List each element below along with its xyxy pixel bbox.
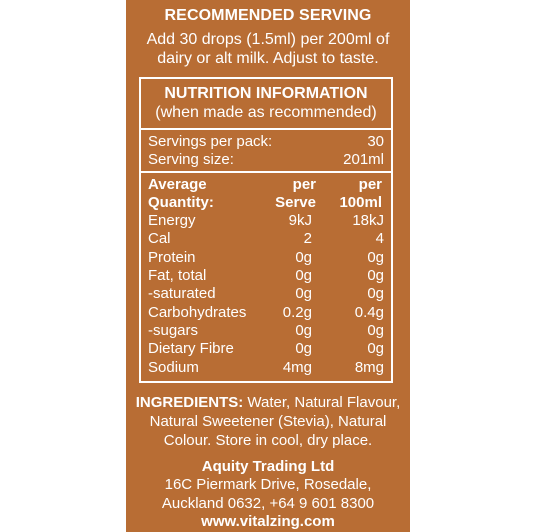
company-address: 16C Piermark Drive, Rosedale, Auckland 0… <box>126 475 410 513</box>
ingredients-text: INGREDIENTS: Water, Natural Flavour, Nat… <box>126 393 410 450</box>
nutrient-name: -sugars <box>148 322 199 339</box>
nutrient-per-100ml: 0g <box>367 340 384 357</box>
nutrient-row: Dietary Fibre 0g 0g <box>148 339 384 358</box>
recommended-serving-text: Add 30 drops (1.5ml) per 200ml of dairy … <box>126 30 410 68</box>
nutrient-row: Energy 9kJ 18kJ <box>148 211 384 230</box>
nutrient-per-100ml: 0g <box>367 322 384 339</box>
nutrition-subtitle: (when made as recommended) <box>155 104 377 121</box>
serving-size-label: Serving size: <box>148 151 234 168</box>
nutrient-row: -saturated 0g 0g <box>148 284 384 303</box>
product-label-panel: RECOMMENDED SERVING Add 30 drops (1.5ml)… <box>126 0 410 532</box>
nutrient-per-100ml: 0g <box>367 285 384 302</box>
header-per-100ml-2: 100ml <box>339 194 382 211</box>
ingredients-line-1-rest: Water, Natural Flavour, <box>243 394 401 411</box>
nutrient-per-100ml: 4 <box>375 230 384 247</box>
nutrient-per-serve: 2 <box>303 230 312 247</box>
serving-size-row: Serving size: 201ml <box>148 150 384 169</box>
table-header-row-2: Quantity: Serve 100ml <box>148 193 384 212</box>
nutrient-row: Fat, total 0g 0g <box>148 266 384 285</box>
serving-line-1: Add 30 drops (1.5ml) per 200ml of <box>146 31 390 48</box>
serving-line-2: dairy or alt milk. Adjust to taste. <box>157 50 379 67</box>
nutrient-row: Protein 0g 0g <box>148 248 384 267</box>
divider-thick <box>141 128 391 130</box>
nutrient-per-serve: 0.2g <box>282 304 312 321</box>
header-per-serve-1: per <box>292 176 316 193</box>
recommended-serving-title: RECOMMENDED SERVING <box>164 7 372 24</box>
nutrition-information-panel: NUTRITION INFORMATION (when made as reco… <box>139 77 393 383</box>
nutrient-name: Fat, total <box>148 267 207 284</box>
nutrient-per-serve: 0g <box>295 322 312 339</box>
nutrient-per-100ml: 0.4g <box>354 304 384 321</box>
nutrient-name: Dietary Fibre <box>148 340 234 357</box>
servings-per-pack-row: Servings per pack: 30 <box>148 132 384 151</box>
serving-size-value: 201ml <box>343 151 384 168</box>
nutrient-per-100ml: 0g <box>367 267 384 284</box>
servings-per-pack-value: 30 <box>367 133 384 150</box>
address-line-2: Auckland 0632, +64 9 601 8300 <box>161 495 375 512</box>
nutrient-name: -saturated <box>148 285 216 302</box>
header-per-100ml-1: per <box>358 176 382 193</box>
nutrient-per-serve: 0g <box>295 267 312 284</box>
nutrient-name: Energy <box>148 212 196 229</box>
ingredients-label: INGREDIENTS: <box>135 394 244 411</box>
nutrient-per-serve: 0g <box>295 340 312 357</box>
nutrient-name: Cal <box>148 230 171 247</box>
header-per-serve-2: Serve <box>275 194 316 211</box>
nutrient-row: Cal 2 4 <box>148 229 384 248</box>
ingredients-line-3: Colour. Store in cool, dry place. <box>163 432 373 449</box>
ingredients-line-2: Natural Sweetener (Stevia), Natural <box>149 413 387 430</box>
company-name: Aquity Trading Ltd <box>201 458 335 475</box>
servings-per-pack-label: Servings per pack: <box>148 133 273 150</box>
website-link[interactable]: www.vitalzing.com <box>201 513 335 530</box>
nutrient-per-serve: 0g <box>295 249 312 266</box>
nutrition-title: NUTRITION INFORMATION <box>164 85 368 102</box>
nutrient-per-serve: 4mg <box>282 359 312 376</box>
nutrient-per-100ml: 18kJ <box>352 212 384 229</box>
nutrient-row: Sodium 4mg 8mg <box>148 358 384 377</box>
nutrient-per-100ml: 0g <box>367 249 384 266</box>
nutrient-name: Carbohydrates <box>148 304 247 321</box>
header-quantity: Quantity: <box>148 194 214 211</box>
nutrient-name: Sodium <box>148 359 199 376</box>
nutrient-row: Carbohydrates 0.2g 0.4g <box>148 303 384 322</box>
nutrient-per-serve: 9kJ <box>288 212 312 229</box>
address-line-1: 16C Piermark Drive, Rosedale, <box>164 476 372 493</box>
table-header-row-1: Average per per <box>148 175 384 194</box>
nutrient-per-serve: 0g <box>295 285 312 302</box>
divider-thick <box>141 171 391 173</box>
nutrient-name: Protein <box>148 249 196 266</box>
header-average: Average <box>148 176 207 193</box>
nutrient-per-100ml: 8mg <box>354 359 384 376</box>
nutrient-row: -sugars 0g 0g <box>148 321 384 340</box>
ingredients-line-1: INGREDIENTS: Water, Natural Flavour, <box>126 393 410 412</box>
